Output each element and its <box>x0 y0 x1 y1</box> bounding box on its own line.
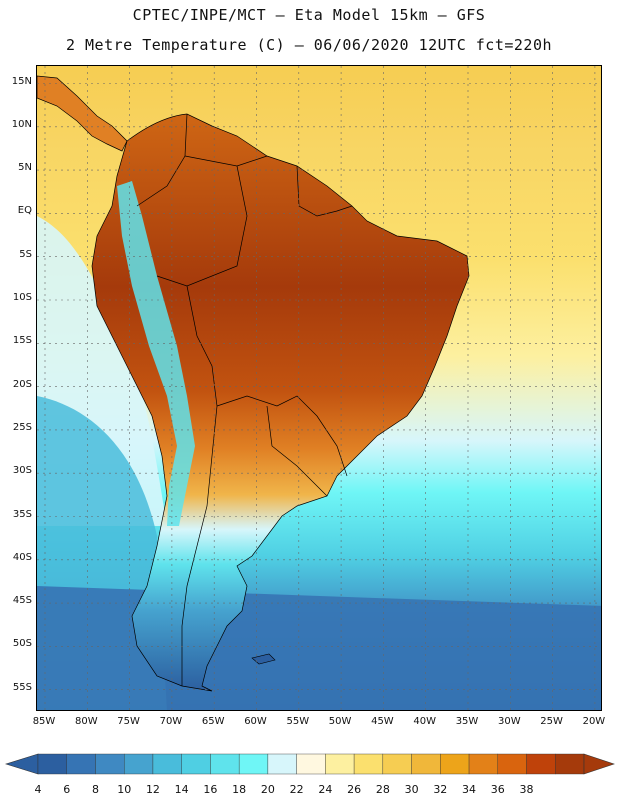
map-panel <box>36 65 602 711</box>
colorbar-swatch <box>382 753 412 775</box>
latitude-tick-label: 50S <box>12 638 32 650</box>
longitude-tick-label: 60W <box>244 716 267 727</box>
latitude-tick-label: 20S <box>12 378 32 390</box>
latitude-tick-label: 45S <box>12 595 32 607</box>
colorbar-tick-label: 8 <box>91 783 99 796</box>
colorbar-swatch <box>66 753 96 775</box>
latitude-tick-label: 55S <box>12 681 32 693</box>
colorbar-swatch <box>37 753 67 775</box>
country-borders <box>37 75 470 692</box>
colorbar-tick-label: 22 <box>289 783 304 796</box>
south-america-land <box>92 114 469 691</box>
latitude-tick-label: 15N <box>11 75 32 87</box>
colorbar-swatch <box>325 753 355 775</box>
colorbar-tick-label: 28 <box>375 783 390 796</box>
latitude-tick-label: 10S <box>12 292 32 303</box>
colorbar-tick-label: 10 <box>117 783 132 796</box>
longitude-tick-label: 30W <box>497 716 521 727</box>
longitude-tick-label: 25W <box>540 716 563 727</box>
colorbar-swatch <box>124 753 154 775</box>
andes-cool-strip <box>117 181 195 526</box>
longitude-tick-label: 70W <box>159 716 183 727</box>
latitude-tick-label: 40S <box>12 551 32 563</box>
latitude-tick-label: 25S <box>12 421 32 433</box>
colorbar-swatch <box>411 753 441 775</box>
longitude-tick-label: 75W <box>117 716 140 727</box>
longitude-tick-label: 20W <box>582 716 606 727</box>
latitude-tick-label: 5S <box>19 248 32 260</box>
map-title: CPTEC/INPE/MCT — Eta Model 15km — GFS <box>132 6 486 24</box>
colorbar-tick-label: 18 <box>232 783 247 796</box>
temperature-colorbar <box>4 753 615 775</box>
lat-lon-gridlines <box>37 66 601 710</box>
colorbar-min-arrow <box>4 753 39 775</box>
longitude-tick-label: 55W <box>286 716 310 727</box>
colorbar-swatch <box>267 753 297 775</box>
colorbar-swatch <box>468 753 498 775</box>
colorbar-swatch <box>555 753 585 775</box>
latitude-tick-label: 30S <box>12 465 32 477</box>
map-subtitle: 2 Metre Temperature (C) — 06/06/2020 12U… <box>65 36 553 54</box>
colorbar-tick-label: 14 <box>174 783 189 796</box>
colorbar-swatch <box>526 753 556 775</box>
colorbar-tick-label: 34 <box>462 783 477 796</box>
latitude-tick-label: EQ <box>17 205 32 217</box>
colorbar-tick-label: 4 <box>34 783 42 796</box>
longitude-tick-label: 35W <box>455 716 479 727</box>
colorbar-max-arrow <box>583 753 615 775</box>
colorbar-swatch <box>210 753 240 775</box>
colorbar-swatch <box>497 753 527 775</box>
latitude-tick-label: 35S <box>12 508 32 520</box>
colorbar-swatch <box>238 753 269 775</box>
latitude-tick-label: 10N <box>11 118 32 130</box>
colorbar-tick-label: 36 <box>490 783 505 796</box>
colorbar-swatch <box>353 753 384 775</box>
longitude-tick-label: 85W <box>32 716 56 727</box>
longitude-tick-label: 45W <box>371 716 394 727</box>
latitude-tick-label: 15S <box>12 335 32 347</box>
colorbar-swatch <box>296 753 326 775</box>
colorbar-tick-label: 38 <box>519 783 534 796</box>
colorbar-tick-label: 30 <box>404 783 419 796</box>
colorbar-swatch <box>152 753 182 775</box>
colorbar-swatch <box>95 753 125 775</box>
colorbar-tick-label: 16 <box>203 783 218 796</box>
longitude-tick-label: 40W <box>413 716 436 727</box>
colorbar-tick-label: 32 <box>433 783 448 796</box>
central-america-land <box>37 76 127 151</box>
longitude-tick-label: 80W <box>74 716 98 727</box>
longitude-tick-label: 65W <box>201 716 225 727</box>
colorbar-swatch <box>181 753 211 775</box>
colorbar-swatch <box>440 753 470 775</box>
southern-ocean-cold <box>37 586 601 710</box>
colorbar-tick-label: 6 <box>63 783 71 796</box>
latitude-tick-label: 5N <box>18 162 32 174</box>
colorbar-tick-label: 12 <box>145 783 160 796</box>
colorbar-tick-label: 26 <box>347 783 362 796</box>
longitude-tick-label: 50W <box>328 716 352 727</box>
colorbar-tick-label: 24 <box>318 783 333 796</box>
colorbar-tick-label: 20 <box>260 783 275 796</box>
